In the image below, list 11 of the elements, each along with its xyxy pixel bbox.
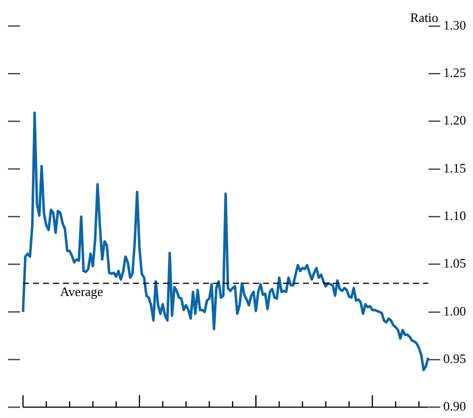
y-tick-label: 1.30: [443, 17, 466, 32]
y-tick-label: 0.90: [443, 398, 466, 414]
y-tick-label: 1.10: [443, 208, 466, 224]
y-tick-label: 1.20: [443, 112, 466, 128]
y-tick-label: 0.95: [443, 350, 466, 366]
ref-line-label: Average: [60, 284, 104, 300]
y-tick-label: 1.00: [443, 303, 466, 318]
y-tick-label: 1.05: [443, 256, 466, 271]
y-tick-label: 1.25: [443, 65, 466, 80]
y-tick-label: 1.15: [443, 160, 466, 176]
y-axis-title: Ratio: [410, 10, 438, 25]
